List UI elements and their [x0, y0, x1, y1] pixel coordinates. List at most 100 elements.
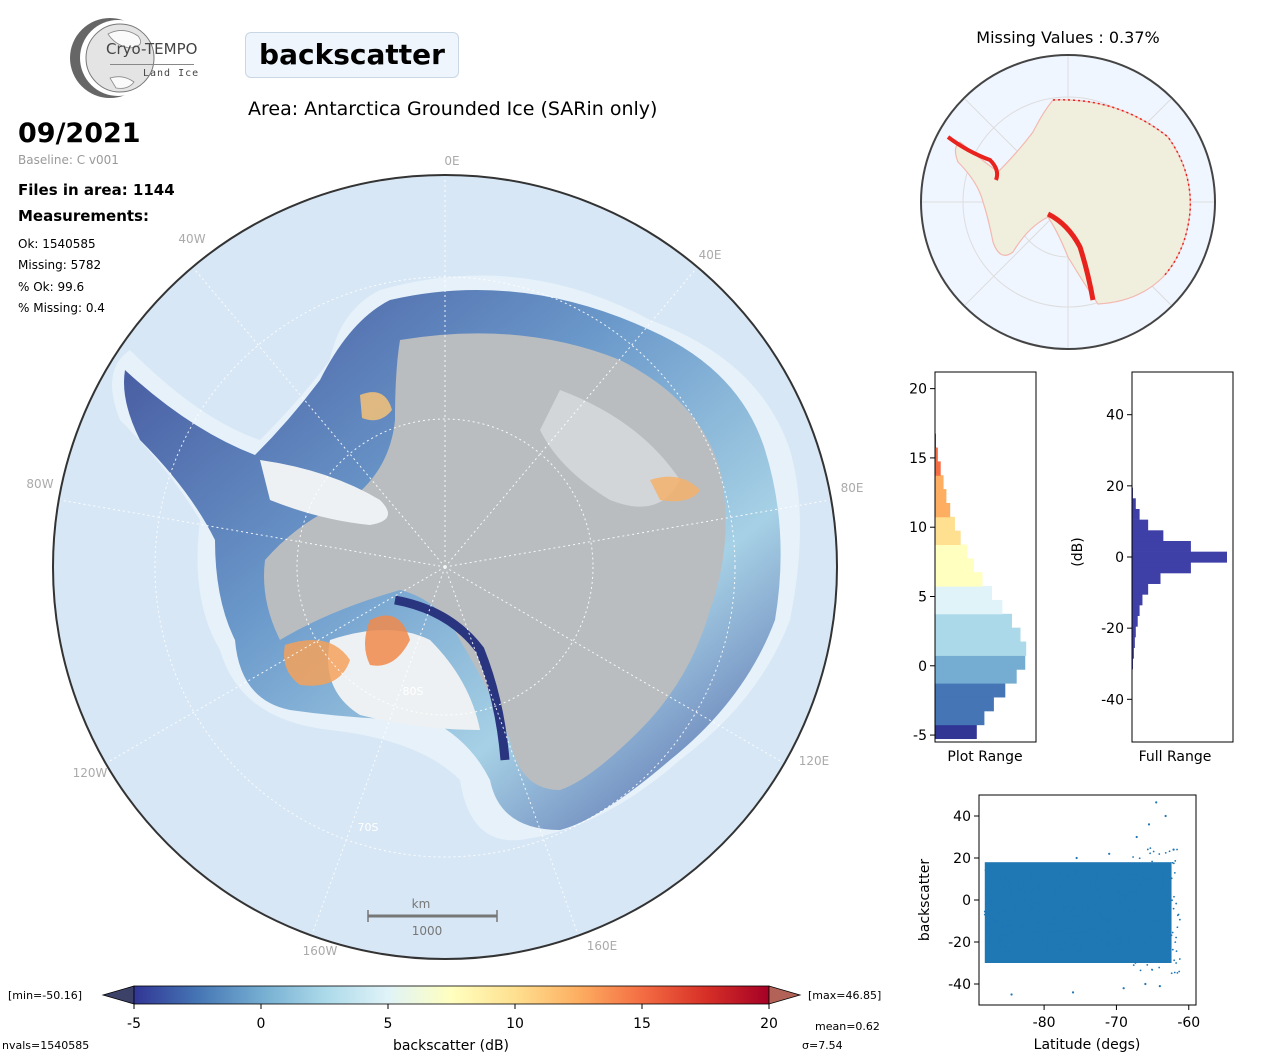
scatter-point: [1041, 867, 1044, 870]
lat-label-80s: 80S: [403, 685, 424, 698]
scatter-outliers: [1010, 801, 1175, 996]
scatter-point: [1138, 857, 1141, 860]
scatter-point: [1031, 871, 1034, 874]
scatter-point: [1162, 871, 1165, 874]
scatter-point: [1098, 883, 1101, 886]
full-range-tick-label: -20: [1101, 621, 1124, 637]
plot-range-bar: [935, 558, 974, 573]
stat-missing: Missing: 5782: [18, 258, 102, 272]
scatter-point: [987, 923, 990, 925]
scatter-point: [1091, 910, 1093, 913]
scatter-point: [1159, 887, 1161, 890]
scatter-point: [1071, 932, 1074, 934]
stat-pct-missing: % Missing: 0.4: [18, 301, 105, 315]
scatter-point: [1011, 888, 1014, 891]
colorbar-nvals: nvals=1540585: [2, 1039, 89, 1052]
scatter-point: [1020, 870, 1023, 873]
scatter-point: [1022, 923, 1025, 926]
full-range-bar: [1132, 573, 1161, 584]
logo-divider: [110, 64, 194, 65]
lon-label-40e: 40E: [699, 248, 722, 262]
scatter-point: [1119, 936, 1121, 939]
scatter-point: [1053, 896, 1056, 899]
scatter-point: [1010, 883, 1012, 885]
scatter-point: [1023, 899, 1026, 902]
logo-name: Cryo-TEMPO: [106, 40, 198, 58]
full-range-bar: [1132, 615, 1138, 627]
scatter-point: [1050, 873, 1053, 876]
scatter-point: [1116, 926, 1119, 929]
scatter-point: [1002, 924, 1005, 927]
scatter-point: [1047, 921, 1050, 924]
scatter-point: [1072, 914, 1075, 917]
scatter-point: [1120, 949, 1123, 952]
scatter-point: [1117, 890, 1120, 893]
scatter-outlier-point: [1010, 993, 1013, 996]
scatter-point: [1080, 943, 1083, 946]
scatter-point: [1010, 932, 1013, 935]
scatter-point: [1035, 946, 1038, 949]
scatter-point: [1158, 853, 1161, 855]
scatter-point: [1066, 941, 1069, 944]
colorbar-label: backscatter (dB): [393, 1038, 509, 1054]
scatter-point: [1043, 875, 1046, 878]
main-map: 0E 40E 80E 120E 160E 160W 120W 80W 40W 8…: [26, 154, 863, 960]
scatter-outlier-point: [1135, 835, 1138, 839]
scatter-point: [1104, 915, 1107, 918]
scatter-point: [1166, 864, 1169, 866]
scatter-point: [989, 909, 992, 912]
scatter-point: [987, 925, 990, 928]
scatter-point: [987, 885, 989, 888]
peninsula-white-ice: [260, 460, 388, 525]
scatter-point: [1040, 899, 1043, 902]
colorbar-tick-label: -5: [127, 1016, 141, 1032]
scatter-point: [1007, 876, 1010, 878]
full-range-bar: [1132, 498, 1136, 510]
scatter-point: [985, 894, 988, 897]
scatter-outlier-point: [1075, 856, 1078, 860]
scatter-point: [1048, 949, 1051, 952]
scatter-point: [1029, 898, 1031, 901]
lon-label-120w: 120W: [73, 766, 108, 780]
scatter-point: [999, 900, 1002, 903]
full-range-bar: [1132, 626, 1136, 638]
scatter-point: [1118, 889, 1121, 892]
scatter-point: [1106, 930, 1109, 933]
scatter-point: [1001, 868, 1004, 871]
scatter-point: [997, 912, 1000, 915]
scatter-point: [1017, 882, 1019, 884]
scatter-point: [1158, 913, 1161, 916]
scatter-point: [1126, 892, 1129, 895]
stat-pct-ok: % Ok: 99.6: [18, 280, 85, 294]
scatter-point: [1125, 875, 1128, 878]
scalebar-value: 1000: [412, 924, 443, 938]
scatter-point: [1008, 950, 1011, 953]
scatter-point: [1063, 906, 1066, 909]
scatter-point: [1114, 874, 1117, 877]
scatter-point: [1005, 938, 1007, 941]
scatter-point: [1087, 872, 1090, 875]
scatter-ytick-label: -40: [948, 977, 971, 993]
scatter-point: [1176, 971, 1179, 974]
colorbar-max-label: [max=46.85]: [808, 989, 881, 1002]
scatter-point: [1149, 954, 1152, 957]
scatter-point: [1097, 923, 1100, 925]
scatter-point: [1032, 931, 1035, 933]
scatter-point: [1070, 919, 1073, 922]
scatter-point: [1170, 972, 1173, 975]
colorbar-min-label: [min=-50.16]: [8, 989, 82, 1002]
scatter-point: [1097, 888, 1099, 891]
scatter-point: [1118, 901, 1121, 904]
scatter-point: [1038, 921, 1041, 924]
scatter-point: [990, 881, 993, 884]
full-range-bar: [1132, 519, 1149, 531]
scatter-point: [1012, 923, 1015, 926]
scatter-point: [984, 903, 987, 905]
scatter-xtick-label: -70: [1105, 1015, 1128, 1031]
plot-range-bar: [935, 613, 1012, 629]
scatter-point: [1010, 919, 1013, 922]
scatter-point: [1132, 884, 1135, 887]
scatter-point: [1020, 896, 1022, 899]
scatter-point: [1099, 896, 1102, 898]
scatter-point: [1128, 873, 1131, 876]
